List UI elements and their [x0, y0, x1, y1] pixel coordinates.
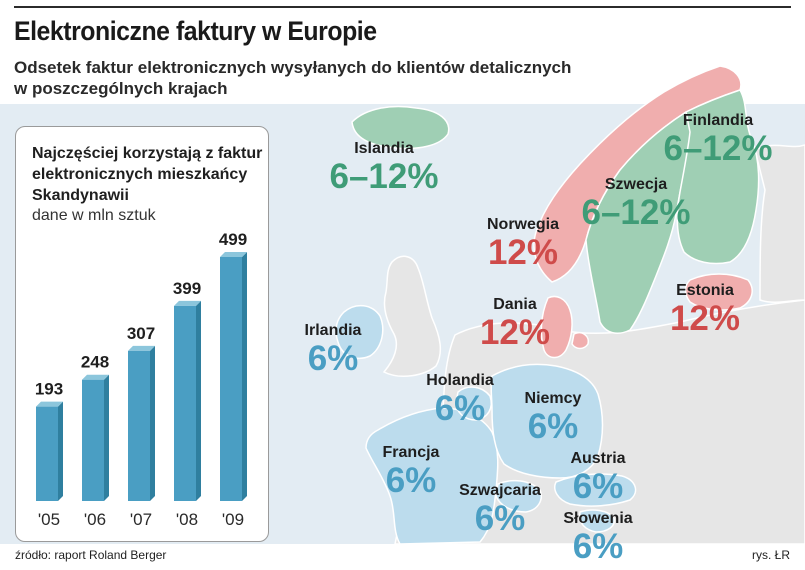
category-label: '08 [176, 510, 198, 529]
country-value: 6% [434, 389, 486, 428]
bar [220, 257, 242, 501]
category-label: '07 [130, 510, 152, 529]
region-finland [676, 89, 760, 265]
country-name: Szwecja [604, 176, 668, 193]
region-sweden [585, 111, 695, 335]
page-title: Elektroniczne faktury w Europie [14, 16, 377, 46]
bar-top [128, 345, 155, 351]
label-szwecja: Szwecja 6–12% [574, 176, 698, 232]
country-value: 6–12% [581, 193, 691, 232]
label-holandia: Holandia 6% [412, 372, 508, 428]
country-name: Irlandia [304, 322, 362, 339]
bar-value-label: 399 [173, 279, 201, 298]
country-name: Austria [570, 450, 626, 467]
chart-panel: Najczęściej korzystają z faktur elektron… [15, 126, 269, 542]
land-east [754, 144, 805, 303]
country-name: Holandia [426, 372, 494, 389]
label-dania: Dania 12% [470, 296, 560, 352]
region-estonia [684, 273, 753, 311]
country-name: Islandia [354, 140, 414, 157]
bar-side [242, 252, 247, 501]
region-iceland [351, 105, 450, 150]
bar-value-label: 499 [219, 230, 247, 249]
region-austria [554, 473, 637, 507]
top-rule [14, 6, 791, 8]
region-slovenia [578, 509, 616, 533]
bar-side [150, 345, 155, 501]
bar [174, 305, 196, 501]
category-label: '05 [38, 510, 60, 529]
country-value: 6–12% [329, 157, 439, 196]
bar-side [104, 374, 109, 501]
country-value: 6% [385, 461, 437, 500]
label-slowenia: Słowenia 6% [552, 510, 644, 566]
bar-value-label: 307 [127, 324, 155, 343]
region-denmark-islands [571, 332, 590, 350]
bar-top [220, 252, 247, 257]
bar-top [174, 300, 201, 306]
country-value: 12% [487, 233, 559, 272]
country-value: 6% [474, 499, 526, 538]
region-switzerland [495, 479, 542, 513]
category-label: '06 [84, 510, 106, 529]
label-norwegia: Norwegia 12% [468, 216, 578, 272]
label-estonia: Estonia 12% [660, 282, 750, 338]
great-britain [382, 255, 442, 378]
country-value: 6% [572, 527, 624, 566]
region-netherlands [455, 386, 492, 421]
country-value: 6% [307, 339, 359, 378]
label-irlandia: Irlandia 6% [288, 322, 378, 378]
bar-side [58, 401, 63, 501]
label-islandia: Islandia 6–12% [324, 140, 444, 196]
label-francja: Francja 6% [366, 444, 456, 500]
region-ireland [335, 304, 384, 360]
region-france [365, 407, 499, 545]
bar-chart: 193 '05 248 '06 307 '07 399 '08 499 '09 [35, 230, 247, 529]
country-name: Finlandia [682, 112, 754, 129]
bar-value-label: 193 [35, 380, 63, 399]
bar-side [196, 300, 201, 501]
bar-top [82, 374, 109, 380]
country-value: 6% [572, 467, 624, 506]
region-denmark [540, 295, 573, 359]
country-value: 12% [669, 299, 741, 338]
country-value: 6–12% [663, 129, 773, 168]
country-name: Szwajcaria [459, 482, 541, 499]
source-note: źródło: raport Roland Berger [15, 548, 167, 562]
bar-top [36, 401, 63, 407]
chart-title: Najczęściej korzystają z faktur elektron… [32, 145, 263, 204]
country-name: Dania [493, 296, 537, 313]
country-name: Słowenia [563, 510, 633, 527]
country-value: 12% [479, 313, 551, 352]
label-finlandia: Finlandia 6–12% [656, 112, 780, 168]
chart-unit-note: dane w mln sztuk [32, 207, 156, 224]
bar-value-label: 248 [81, 353, 109, 372]
bar [36, 406, 58, 501]
country-name: Estonia [676, 282, 734, 299]
category-label: '09 [222, 510, 244, 529]
country-name: Norwegia [486, 216, 559, 233]
bar [82, 379, 104, 501]
label-niemcy: Niemcy 6% [508, 390, 598, 446]
credit-note: rys. ŁR [752, 548, 791, 562]
bar [128, 350, 150, 501]
label-austria: Austria 6% [556, 450, 640, 506]
label-szwajcaria: Szwajcaria 6% [444, 482, 556, 538]
country-value: 6% [527, 407, 579, 446]
page-subtitle: Odsetek faktur elektronicznych wysyłanyc… [14, 58, 572, 98]
country-name: Niemcy [524, 390, 582, 407]
country-name: Francja [382, 444, 440, 461]
region-germany [490, 363, 604, 479]
